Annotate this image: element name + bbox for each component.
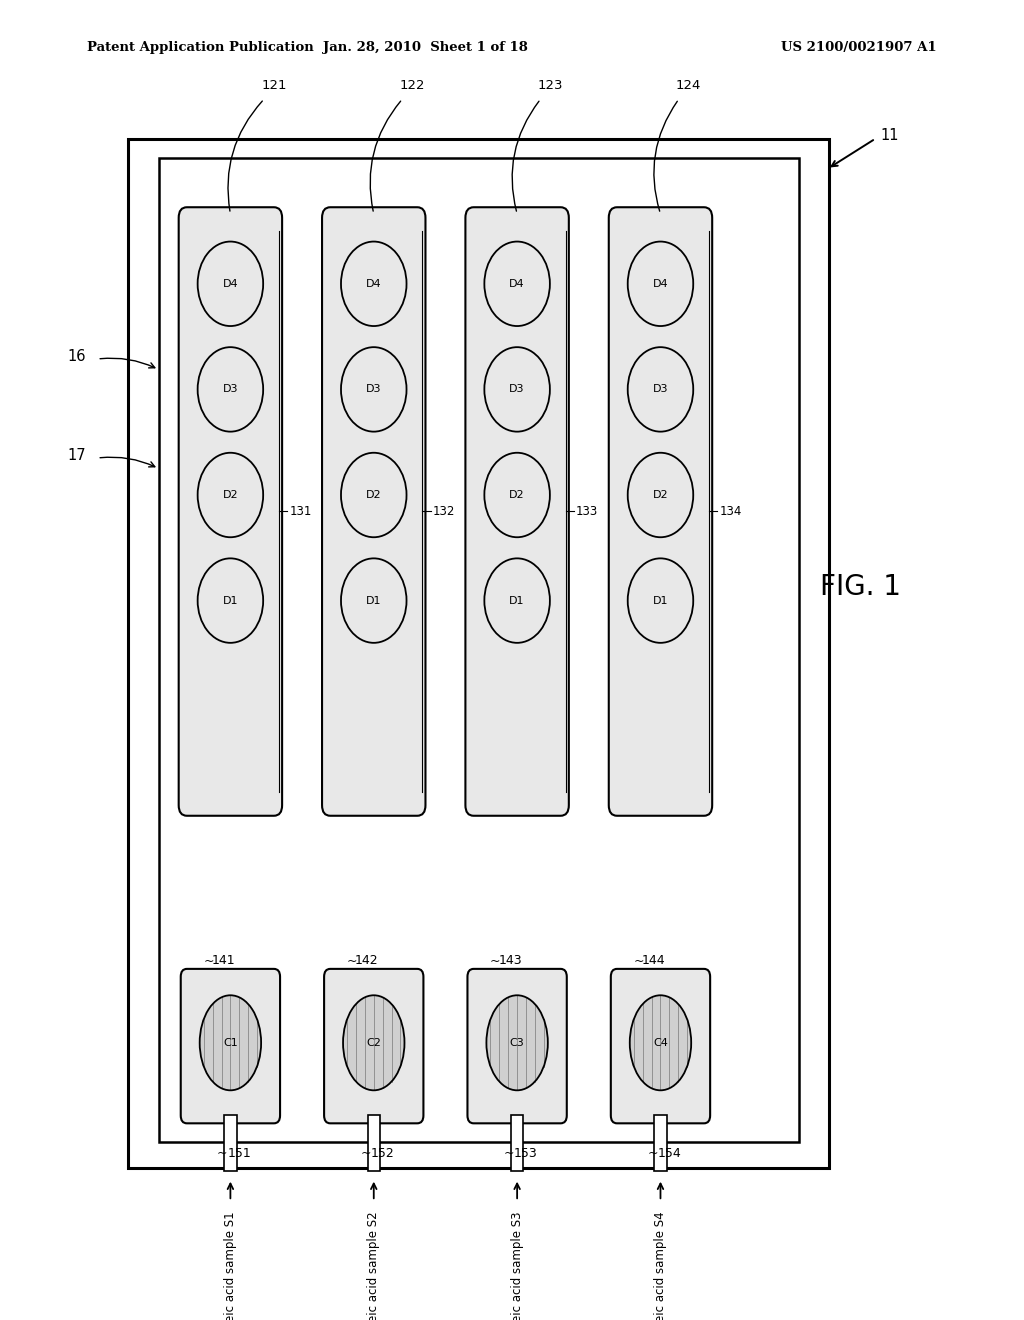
Text: D1: D1 <box>652 595 669 606</box>
Text: 11: 11 <box>881 128 899 144</box>
Bar <box>368 1115 380 1171</box>
Text: D1: D1 <box>222 595 239 606</box>
FancyBboxPatch shape <box>180 969 280 1123</box>
Text: Nucleic acid sample S2: Nucleic acid sample S2 <box>368 1212 380 1320</box>
Text: 16: 16 <box>68 348 86 364</box>
Bar <box>654 1115 667 1171</box>
Text: D1: D1 <box>509 595 525 606</box>
Ellipse shape <box>630 995 691 1090</box>
Text: 141: 141 <box>211 954 236 968</box>
Text: 123: 123 <box>538 79 563 92</box>
Text: C3: C3 <box>510 1038 524 1048</box>
Text: FIG. 1: FIG. 1 <box>819 573 901 602</box>
Ellipse shape <box>486 995 548 1090</box>
Text: 134: 134 <box>719 506 741 517</box>
Text: ~: ~ <box>633 954 644 968</box>
Text: 124: 124 <box>676 79 701 92</box>
FancyBboxPatch shape <box>608 207 713 816</box>
Text: 121: 121 <box>261 79 287 92</box>
Text: D4: D4 <box>652 279 669 289</box>
Bar <box>224 1115 237 1171</box>
Text: US 2100/0021907 A1: US 2100/0021907 A1 <box>781 41 937 54</box>
Text: 133: 133 <box>575 506 598 517</box>
Text: 154: 154 <box>657 1147 681 1160</box>
Text: 153: 153 <box>514 1147 538 1160</box>
FancyBboxPatch shape <box>322 207 426 816</box>
Text: D4: D4 <box>366 279 382 289</box>
Text: Nucleic acid sample S4: Nucleic acid sample S4 <box>654 1212 667 1320</box>
Text: D2: D2 <box>366 490 382 500</box>
Text: ~: ~ <box>346 954 357 968</box>
Text: ~: ~ <box>647 1147 657 1160</box>
Text: ~: ~ <box>217 1147 227 1160</box>
Text: C4: C4 <box>653 1038 668 1048</box>
Text: C2: C2 <box>367 1038 381 1048</box>
Text: 142: 142 <box>354 954 379 968</box>
Text: 143: 143 <box>498 954 522 968</box>
Text: D2: D2 <box>509 490 525 500</box>
FancyBboxPatch shape <box>465 207 569 816</box>
Ellipse shape <box>343 995 404 1090</box>
FancyBboxPatch shape <box>610 969 711 1123</box>
Text: Jan. 28, 2010  Sheet 1 of 18: Jan. 28, 2010 Sheet 1 of 18 <box>323 41 527 54</box>
Text: 122: 122 <box>399 79 425 92</box>
Text: Patent Application Publication: Patent Application Publication <box>87 41 313 54</box>
Text: C1: C1 <box>223 1038 238 1048</box>
FancyBboxPatch shape <box>467 969 567 1123</box>
Text: 17: 17 <box>68 447 86 463</box>
Text: Nucleic acid sample S1: Nucleic acid sample S1 <box>224 1212 237 1320</box>
Bar <box>159 158 799 1142</box>
FancyBboxPatch shape <box>324 969 424 1123</box>
Text: 132: 132 <box>433 506 455 517</box>
Text: ~: ~ <box>489 954 501 968</box>
Text: 144: 144 <box>641 954 666 968</box>
Text: 131: 131 <box>290 506 311 517</box>
FancyBboxPatch shape <box>178 207 282 816</box>
Text: D3: D3 <box>509 384 525 395</box>
Text: D3: D3 <box>366 384 382 395</box>
Ellipse shape <box>200 995 261 1090</box>
Text: D2: D2 <box>222 490 239 500</box>
Bar <box>128 139 829 1168</box>
Bar <box>511 1115 523 1171</box>
Text: D4: D4 <box>509 279 525 289</box>
Text: Nucleic acid sample S3: Nucleic acid sample S3 <box>511 1212 523 1320</box>
Text: D1: D1 <box>366 595 382 606</box>
Text: D2: D2 <box>652 490 669 500</box>
Text: ~: ~ <box>203 954 214 968</box>
Text: D3: D3 <box>652 384 669 395</box>
Text: ~: ~ <box>360 1147 371 1160</box>
Text: ~: ~ <box>504 1147 514 1160</box>
Text: D3: D3 <box>222 384 239 395</box>
Text: 151: 151 <box>227 1147 251 1160</box>
Text: 152: 152 <box>371 1147 394 1160</box>
Text: D4: D4 <box>222 279 239 289</box>
